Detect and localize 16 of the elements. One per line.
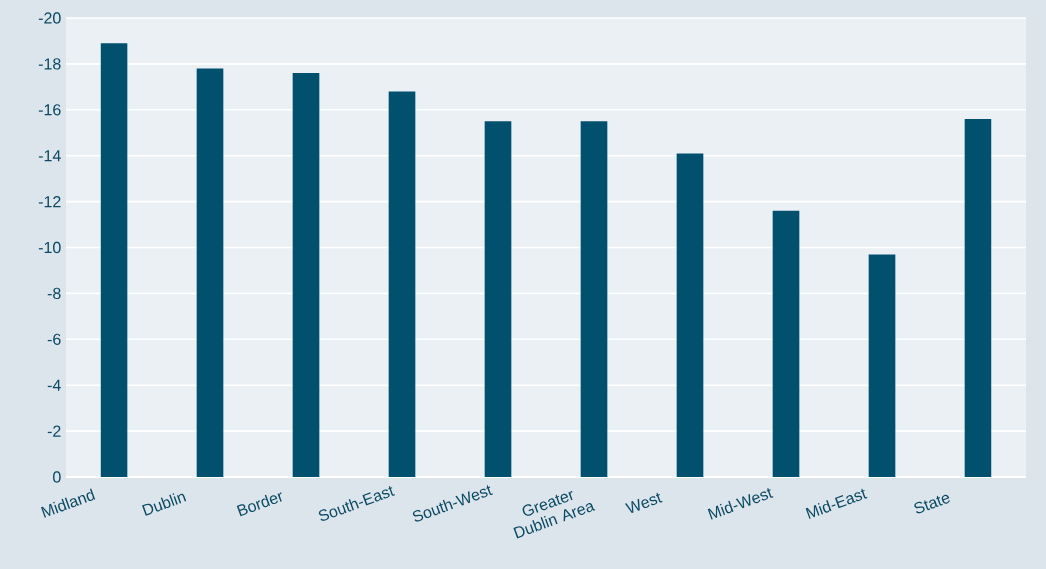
x-tick-label: State bbox=[914, 494, 950, 514]
y-tick-label: -12 bbox=[38, 196, 61, 208]
y-tick-label: -8 bbox=[47, 287, 61, 300]
y-tick-label: -14 bbox=[38, 150, 61, 162]
y-tick-label: -10 bbox=[38, 241, 61, 254]
y-tick-label: -4 bbox=[47, 379, 61, 391]
y-tick-label: 0 bbox=[53, 471, 61, 483]
x-tick-label: Border bbox=[236, 492, 282, 517]
y-tick-label: -20 bbox=[38, 12, 61, 24]
x-tick-label: Greater Dublin Area bbox=[513, 490, 596, 539]
y-tick-label: -6 bbox=[47, 333, 61, 345]
x-tick-label: Dublin bbox=[142, 493, 187, 516]
y-tick-label: -16 bbox=[38, 104, 61, 116]
x-tick-label: West bbox=[624, 492, 663, 514]
y-tick-label: -18 bbox=[38, 58, 61, 70]
y-tick-label: -2 bbox=[47, 425, 61, 437]
